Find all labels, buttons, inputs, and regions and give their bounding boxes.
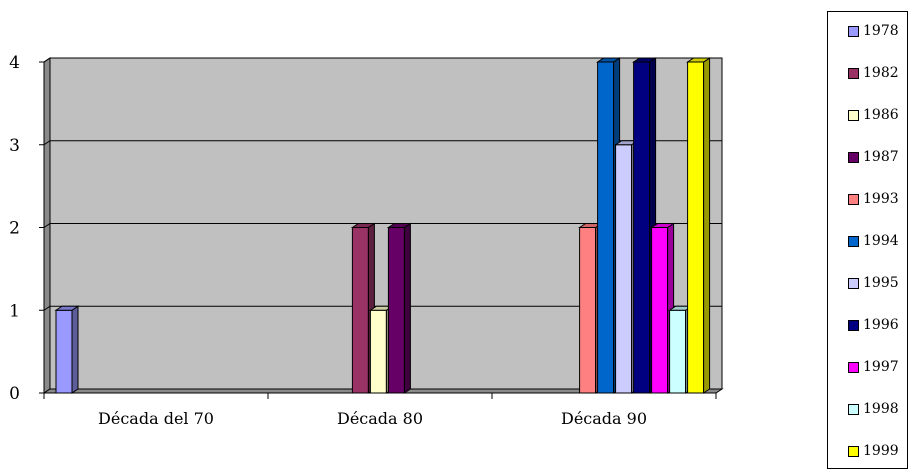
gridline xyxy=(43,305,722,311)
gridline xyxy=(43,57,722,63)
legend-swatch xyxy=(848,319,859,331)
legend-item: 1995 xyxy=(848,274,899,292)
legend-item: 1987 xyxy=(848,148,899,166)
x-category-label: Década 80 xyxy=(337,409,423,428)
legend-item: 1993 xyxy=(848,190,899,208)
bar-1997-3 xyxy=(649,222,676,394)
legend-label: 1987 xyxy=(863,149,899,165)
bar-1987-2 xyxy=(386,222,413,394)
legend-label: 1998 xyxy=(863,401,899,417)
legend-label: 1997 xyxy=(863,359,899,375)
x-category-label: Década 90 xyxy=(561,409,647,428)
legend: 1978 1982 1986 1987 1993 1994 1995 1996 1997 1998… xyxy=(827,11,908,469)
legend-swatch xyxy=(848,67,859,79)
legend-item: 1996 xyxy=(848,316,899,334)
legend-label: 1994 xyxy=(863,233,899,249)
legend-swatch xyxy=(848,109,859,121)
legend-swatch xyxy=(848,445,859,457)
legend-label: 1986 xyxy=(863,107,899,123)
bar-1978-1 xyxy=(54,305,80,394)
bars-group xyxy=(54,57,712,394)
y-tick-label: 1 xyxy=(9,301,20,321)
legend-swatch xyxy=(848,403,859,415)
legend-label: 1995 xyxy=(863,275,899,291)
legend-item: 1978 xyxy=(848,22,899,40)
legend-swatch xyxy=(848,25,859,37)
legend-label: 1993 xyxy=(863,191,899,207)
legend-label: 1982 xyxy=(863,65,899,81)
legend-swatch xyxy=(848,151,859,163)
legend-item: 1999 xyxy=(848,442,899,460)
y-tick-label: 4 xyxy=(9,53,20,73)
y-tick-label: 3 xyxy=(9,136,20,156)
gridline xyxy=(43,223,722,228)
legend-swatch xyxy=(848,193,859,205)
y-tick-label: 2 xyxy=(9,219,20,239)
legend-swatch xyxy=(848,235,859,247)
legend-label: 1999 xyxy=(863,443,899,459)
legend-label: 1996 xyxy=(863,317,899,333)
legend-item: 1986 xyxy=(848,106,899,124)
x-category-label: Década del 70 xyxy=(98,409,214,428)
axes: 0 1 2 3 4 Década del 70 Década 80 Década 90 xyxy=(9,53,717,428)
bar-1999-3 xyxy=(685,57,712,394)
legend-item: 1998 xyxy=(848,400,899,418)
legend-swatch xyxy=(848,277,859,289)
legend-swatch xyxy=(848,361,859,373)
legend-label: 1978 xyxy=(863,23,899,39)
legend-item: 1997 xyxy=(848,358,899,376)
y-tick-label: 0 xyxy=(9,384,20,404)
gridline xyxy=(43,140,722,146)
legend-item: 1994 xyxy=(848,232,899,250)
legend-item: 1982 xyxy=(848,64,899,82)
